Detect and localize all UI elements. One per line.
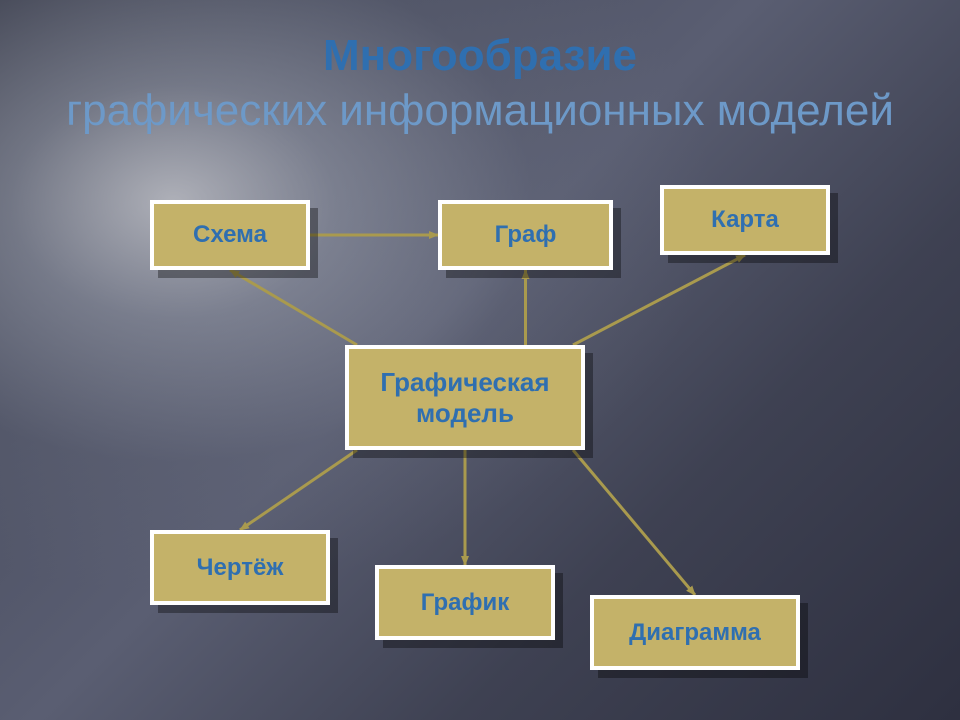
node-label-center: Графическая модель: [380, 367, 549, 429]
edge-center-draw: [240, 450, 357, 530]
node-center: Графическая модель: [345, 345, 585, 450]
node-label-schema: Схема: [193, 221, 267, 249]
node-label-diag: Диаграмма: [629, 619, 761, 647]
node-graph: Граф: [438, 200, 613, 270]
node-label-map: Карта: [711, 206, 779, 234]
title-line-1: Многообразие: [0, 28, 960, 83]
node-diag: Диаграмма: [590, 595, 800, 670]
node-schema: Схема: [150, 200, 310, 270]
node-draw: Чертёж: [150, 530, 330, 605]
title-line-2: графических информационных моделей: [0, 83, 960, 138]
node-label-plot: График: [421, 589, 509, 617]
edge-center-schema: [230, 270, 357, 345]
node-label-graph: Граф: [495, 221, 557, 249]
node-map: Карта: [660, 185, 830, 255]
slide-stage: Многообразие графических информационных …: [0, 0, 960, 720]
slide-title: Многообразие графических информационных …: [0, 28, 960, 138]
node-plot: График: [375, 565, 555, 640]
node-label-draw: Чертёж: [197, 554, 284, 582]
edge-center-diag: [573, 450, 695, 595]
